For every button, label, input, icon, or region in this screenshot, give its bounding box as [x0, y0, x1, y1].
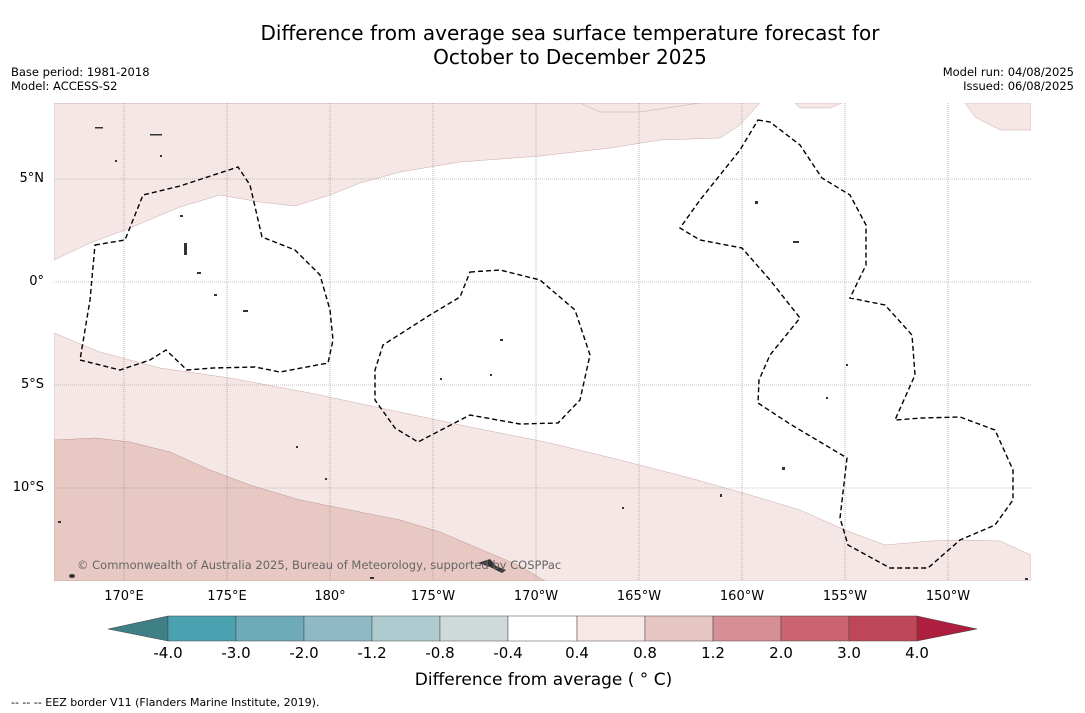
colorbar-tick-label: -4.0	[153, 644, 183, 662]
lon-label-150w: 150°W	[925, 589, 971, 604]
colorbar-tick-label: 1.2	[701, 644, 725, 662]
lat-label-0: 0°	[29, 274, 44, 289]
chart-title: Difference from average sea surface temp…	[0, 21, 1085, 69]
colorbar-bin-9	[712, 615, 782, 642]
colorbar-tick-label: -2.0	[289, 644, 319, 662]
colorbar-tick-label: 2.0	[769, 644, 793, 662]
lon-label-175e: 175°E	[207, 589, 247, 604]
base-period: Base period: 1981-2018	[11, 65, 150, 79]
colorbar-bin-11	[848, 615, 918, 642]
graticule	[54, 103, 1031, 581]
colorbar-tick-label: 3.0	[837, 644, 861, 662]
eez-border-east	[678, 119, 1014, 569]
model-name: Model: ACCESS-S2	[11, 79, 118, 93]
eez-footnote: -- -- -- EEZ border V11 (Flanders Marine…	[11, 696, 320, 709]
colorbar-bin-1	[167, 615, 237, 642]
colorbar-bin-6	[507, 615, 578, 642]
anomaly-region-southwest-strong	[54, 437, 546, 581]
eez-border-west	[79, 166, 334, 373]
colorbar-bin-10	[780, 615, 850, 642]
lat-label-5n: 5°N	[19, 171, 45, 186]
lat-label-5s: 5°S	[20, 377, 44, 392]
colorbar-bin-2	[235, 615, 305, 642]
title-line-2: October to December 2025	[433, 45, 707, 69]
meta-right: Model run: 04/08/2025 Issued: 06/08/2025	[943, 65, 1074, 93]
eez-borders	[79, 119, 1014, 569]
colorbar-tick-label: -0.8	[425, 644, 455, 662]
colorbar-bin-4	[371, 615, 441, 642]
colorbar-tick-label: 0.4	[565, 644, 589, 662]
colorbar-bin-3	[303, 615, 373, 642]
colorbar-tick-label: 0.8	[633, 644, 657, 662]
copyright-notice: © Commonwealth of Australia 2025, Bureau…	[77, 558, 562, 572]
lon-label-170w: 170°W	[513, 589, 559, 604]
lon-label-175w: 175°W	[410, 589, 456, 604]
lon-label-170e: 170°E	[104, 589, 144, 604]
anomaly-region-northeast	[794, 103, 1031, 131]
lon-label-155w: 155°W	[822, 589, 868, 604]
lon-label-165w: 165°W	[616, 589, 662, 604]
lon-label-180: 180°	[314, 589, 346, 604]
colorbar-bin-5	[439, 615, 509, 642]
colorbar-bin-7	[576, 615, 646, 642]
island-markers	[58, 127, 1028, 580]
meta-left: Base period: 1981-2018 Model: ACCESS-S2	[11, 65, 150, 93]
colorbar-title: Difference from average ( ° C)	[414, 670, 673, 690]
colorbar-lower-extension	[107, 615, 169, 642]
colorbar-upper-extension	[916, 615, 978, 642]
colorbar-tick-label: -3.0	[221, 644, 251, 662]
model-run: Model run: 04/08/2025	[942, 65, 1074, 79]
colorbar	[107, 615, 978, 642]
colorbar-tick-label: -0.4	[493, 644, 523, 662]
colorbar-bin-8	[644, 615, 714, 642]
colorbar-tick-label: 4.0	[905, 644, 929, 662]
title-line-1: Difference from average sea surface temp…	[260, 21, 880, 45]
lon-label-160w: 160°W	[719, 589, 765, 604]
lat-label-10s: 10°S	[12, 480, 44, 495]
colorbar-tick-label: -1.2	[357, 644, 387, 662]
issued-date: Issued: 06/08/2025	[963, 79, 1074, 93]
eez-border-central	[374, 269, 591, 443]
